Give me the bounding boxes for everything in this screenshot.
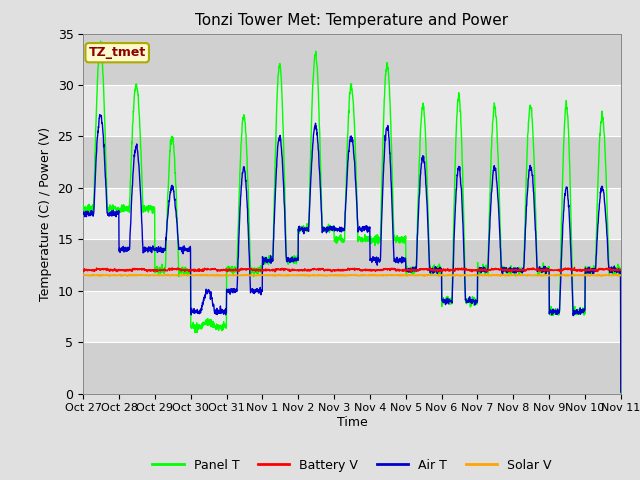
Y-axis label: Temperature (C) / Power (V): Temperature (C) / Power (V) (39, 127, 52, 300)
Bar (83, 342, 621, 394)
Bar (83, 188, 621, 240)
Bar (83, 240, 621, 291)
Bar (83, 34, 621, 85)
Bar (83, 291, 621, 342)
Text: TZ_tmet: TZ_tmet (88, 46, 146, 59)
Title: Tonzi Tower Met: Temperature and Power: Tonzi Tower Met: Temperature and Power (195, 13, 509, 28)
Bar (83, 85, 621, 136)
X-axis label: Time: Time (337, 416, 367, 429)
Bar (83, 136, 621, 188)
Legend: Panel T, Battery V, Air T, Solar V: Panel T, Battery V, Air T, Solar V (147, 454, 557, 477)
